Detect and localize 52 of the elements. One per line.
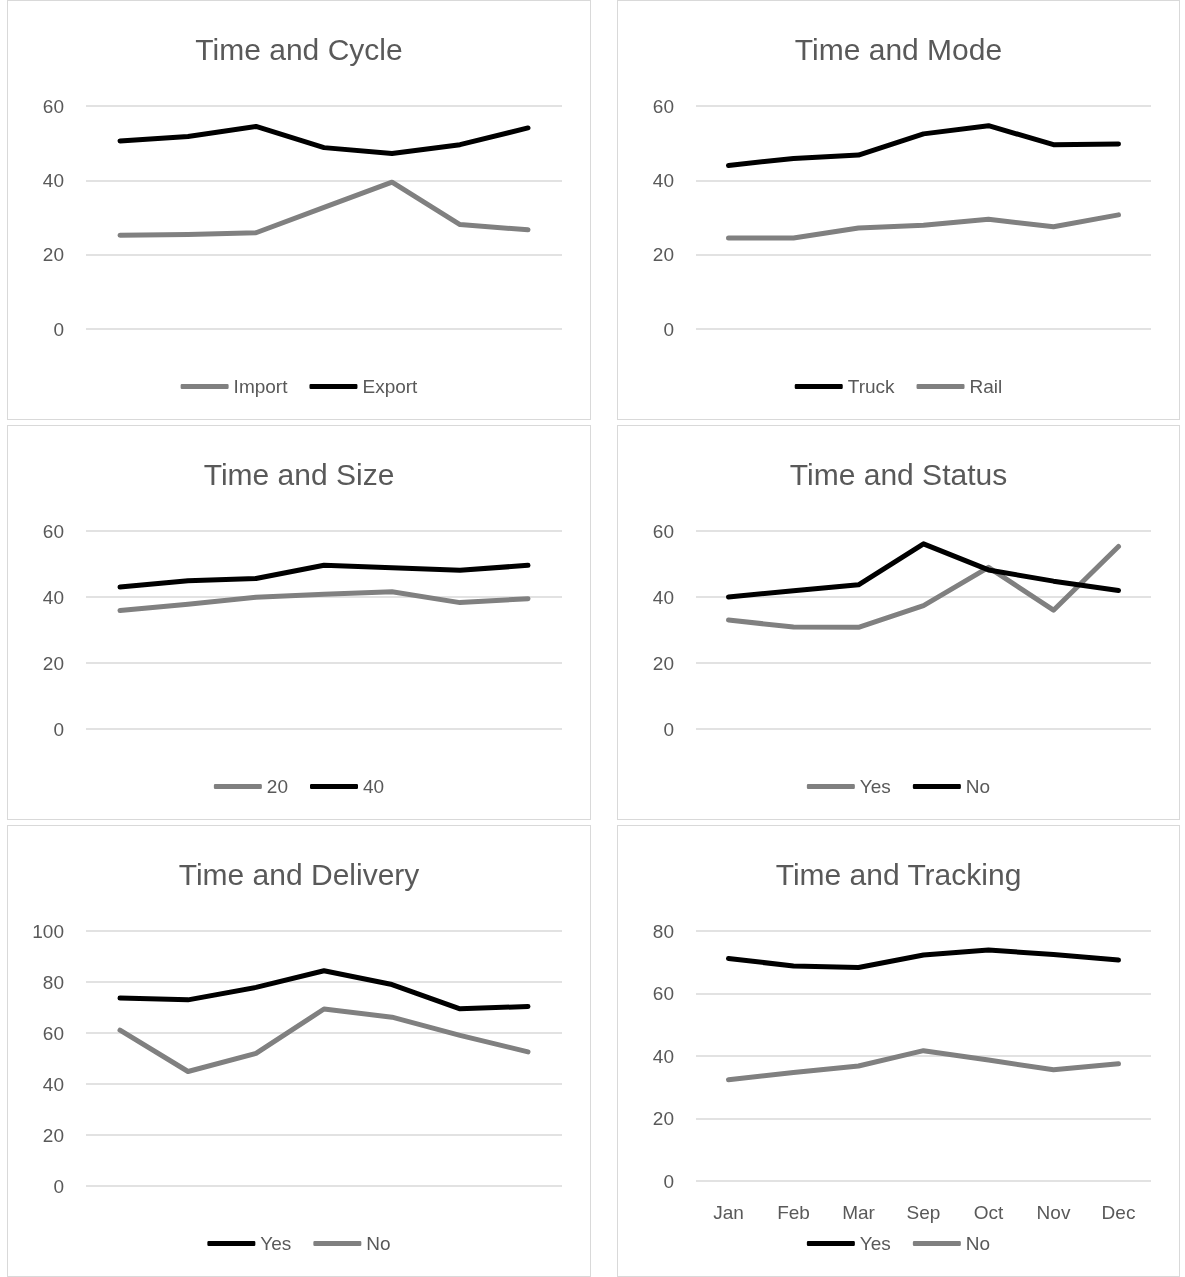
chart-title: Time and Tracking: [775, 857, 1022, 891]
y-tick-label: 40: [42, 1073, 64, 1095]
legend-label: No: [965, 1233, 991, 1254]
y-tick-label: 100: [32, 920, 64, 942]
y-tick-label: 60: [652, 520, 674, 542]
y-tick-label: 40: [42, 586, 64, 608]
y-tick-label: 20: [42, 244, 64, 266]
y-tick-label: 0: [663, 718, 674, 740]
x-tick-label: Oct: [973, 1202, 1004, 1223]
y-tick-label: 60: [42, 1022, 64, 1044]
legend-label: Rail: [969, 376, 1003, 397]
x-tick-label: Jan: [713, 1202, 744, 1223]
y-tick-label: 20: [42, 1124, 64, 1146]
chart-title: Time and Delivery: [178, 857, 420, 891]
y-tick-label: 20: [652, 1108, 674, 1129]
y-tick-label: 40: [42, 169, 64, 191]
y-tick-label: 40: [652, 586, 674, 608]
y-tick-label: 20: [42, 652, 64, 674]
legend-label: Yes: [859, 1233, 891, 1254]
legend-label: Truck: [847, 376, 896, 397]
legend-label: Yes: [859, 776, 891, 797]
y-tick-label: 0: [53, 318, 64, 340]
x-tick-label: Nov: [1036, 1202, 1071, 1223]
y-tick-label: 0: [663, 1170, 674, 1192]
y-tick-label: 80: [42, 971, 64, 993]
chart-title: Time and Mode: [794, 32, 1003, 66]
y-tick-label: 60: [42, 520, 64, 542]
y-tick-label: 40: [652, 169, 674, 191]
y-tick-label: 20: [652, 652, 674, 674]
y-tick-label: 60: [652, 983, 674, 1004]
legend-label: Import: [233, 376, 289, 397]
y-tick-label: 0: [53, 1175, 64, 1197]
legend-label: No: [366, 1233, 391, 1254]
x-tick-label: Dec: [1101, 1202, 1136, 1223]
legend-label: Export: [362, 376, 419, 397]
x-tick-label: Mar: [842, 1202, 876, 1223]
y-tick-label: 60: [42, 95, 64, 117]
chart-title: Time and Cycle: [195, 32, 403, 66]
y-tick-label: 20: [652, 244, 674, 266]
y-tick-label: 40: [652, 1045, 674, 1067]
legend-label: No: [965, 776, 991, 797]
legend-label: 40: [363, 776, 385, 797]
legend-label: 20: [266, 776, 289, 797]
x-tick-label: Feb: [777, 1202, 810, 1223]
x-tick-label: Sep: [906, 1202, 941, 1223]
y-tick-label: 60: [652, 95, 674, 117]
chart-title: Time and Status: [789, 457, 1008, 491]
y-tick-label: 80: [652, 920, 674, 942]
chart-title: Time and Size: [203, 457, 395, 491]
y-tick-label: 0: [53, 718, 64, 740]
y-tick-label: 0: [663, 318, 674, 340]
legend-label: Yes: [260, 1233, 292, 1254]
